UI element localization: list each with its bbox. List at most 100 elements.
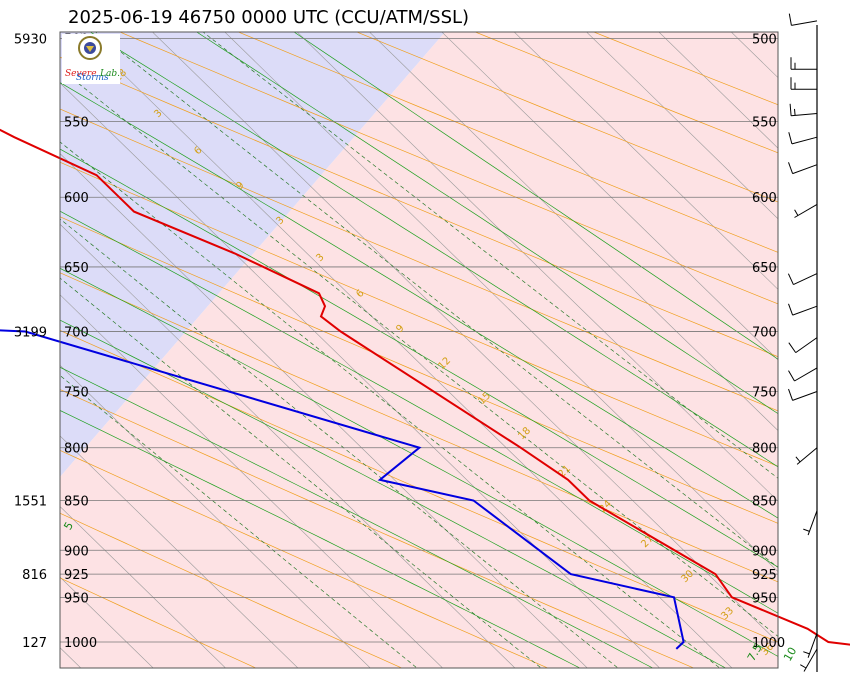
mixing-ratio-lines bbox=[60, 32, 778, 668]
pressure-label-left: 750 bbox=[64, 386, 89, 401]
mixing-ratio-line bbox=[60, 374, 418, 668]
wind-barb-shaft bbox=[791, 20, 818, 26]
moist-adiabat-line bbox=[196, 32, 778, 415]
dry-adiabat-line bbox=[60, 108, 778, 412]
dry-adiabat-line bbox=[237, 32, 778, 253]
wind-barb bbox=[788, 367, 818, 382]
pressure-label-left: 650 bbox=[64, 261, 89, 276]
wind-barb bbox=[795, 447, 818, 465]
isotherm-line bbox=[79, 32, 733, 668]
logo-word-3: Lab. bbox=[99, 69, 120, 79]
height-labels: 5930 3199 1551 816 127 bbox=[14, 33, 47, 652]
logo-word-1: Severe bbox=[65, 69, 97, 79]
pressure-label-right: 800 bbox=[752, 442, 777, 457]
isotherm-line bbox=[513, 32, 778, 290]
isotherm-line bbox=[658, 32, 778, 149]
pressure-label-left: 850 bbox=[64, 495, 89, 510]
pressure-label-right: 750 bbox=[752, 386, 777, 401]
mixing-ratio-line bbox=[60, 68, 778, 637]
wind-barb-flag bbox=[788, 13, 792, 26]
wind-barb bbox=[790, 77, 818, 90]
wind-barb-shaft bbox=[794, 204, 818, 218]
dry-adiabat-line bbox=[60, 272, 778, 583]
isotherm-line bbox=[441, 32, 778, 361]
isotherm-line bbox=[60, 294, 444, 668]
pressure-label-right: 550 bbox=[752, 115, 777, 130]
moist-adiabat-line bbox=[60, 366, 654, 668]
isotherm-line bbox=[60, 82, 661, 668]
wind-barb-shaft bbox=[791, 113, 818, 117]
moist-adiabat-line bbox=[60, 82, 778, 519]
wind-barb-shaft bbox=[793, 273, 818, 286]
moist-adiabats bbox=[60, 32, 778, 668]
wind-barb-half-flag bbox=[800, 664, 807, 669]
mixing-ratio-line bbox=[60, 218, 619, 668]
wind-barb-flag bbox=[789, 103, 792, 116]
wind-barb-half-flag bbox=[803, 528, 810, 532]
isotherm-label: 10 bbox=[781, 645, 799, 664]
dry-adiabat-line bbox=[60, 389, 695, 668]
pressure-label-right: 650 bbox=[752, 261, 777, 276]
height-label: 127 bbox=[22, 636, 47, 651]
dry-adiabat-line bbox=[355, 32, 778, 203]
dry-adiabat-line bbox=[60, 330, 778, 643]
dry-adiabat-line bbox=[60, 56, 778, 358]
wind-barb-flag bbox=[788, 132, 793, 145]
isotherm-line bbox=[827, 0, 850, 676]
dry-adiabat-line bbox=[60, 577, 257, 668]
wind-barb-half-flag bbox=[794, 209, 799, 216]
pressure-label-left: 550 bbox=[64, 115, 89, 130]
chart-title: 2025-06-19 46750 0000 UTC (CCU/ATM/SSL) bbox=[68, 7, 469, 28]
isotherm-line bbox=[60, 223, 516, 668]
isotherm-line bbox=[60, 364, 371, 668]
pressure-label-left: 900 bbox=[64, 544, 89, 559]
wind-barb-shaft bbox=[792, 391, 818, 401]
wind-barb bbox=[788, 162, 818, 175]
wind-barb bbox=[788, 303, 818, 316]
wind-barb bbox=[803, 510, 818, 536]
pressure-label-left: 800 bbox=[64, 442, 89, 457]
pressure-label-left: 925 bbox=[64, 568, 89, 583]
pressure-label-left: 600 bbox=[64, 191, 89, 206]
height-label: 5930 bbox=[14, 33, 47, 48]
wind-barb-shaft bbox=[791, 136, 818, 145]
isotherm-line bbox=[60, 506, 226, 668]
moist-adiabat-line bbox=[89, 32, 778, 468]
wind-barb-half-flag bbox=[795, 456, 801, 463]
moist-adiabat-line bbox=[60, 319, 727, 668]
temperature-line bbox=[0, 128, 850, 646]
dewpoint-line bbox=[0, 329, 685, 650]
wind-barb bbox=[788, 388, 818, 401]
wind-barb bbox=[788, 132, 818, 145]
wind-barb-flag bbox=[788, 162, 794, 174]
logo-seal-emblem-icon bbox=[86, 46, 94, 52]
wind-barb bbox=[794, 204, 818, 218]
wind-barb-shaft bbox=[792, 305, 818, 316]
wind-barb bbox=[803, 633, 818, 658]
mixing-ratio-line bbox=[60, 277, 542, 668]
pressure-label-right: 600 bbox=[752, 191, 777, 206]
dry-adiabat-line bbox=[60, 216, 778, 524]
wind-barb-shaft bbox=[803, 648, 818, 672]
wind-barb-half-flag bbox=[803, 651, 810, 655]
dry-adiabats bbox=[60, 32, 778, 668]
pressure-label-right: 925 bbox=[752, 568, 777, 583]
plot-frame bbox=[59, 31, 779, 669]
wind-barb bbox=[788, 13, 818, 26]
isotherms bbox=[60, 0, 850, 676]
wind-barb-shaft bbox=[795, 337, 818, 354]
pressure-label-right: 850 bbox=[752, 495, 777, 510]
moist-adiabat-line bbox=[60, 210, 778, 614]
wind-barb-shaft bbox=[794, 367, 818, 382]
pressure-label-left: 950 bbox=[64, 591, 89, 606]
wind-barb bbox=[790, 57, 818, 70]
pressure-label-left: 700 bbox=[64, 325, 89, 340]
isotherm-line bbox=[60, 153, 588, 668]
isotherm-line bbox=[296, 32, 778, 502]
dry-adiabat-line bbox=[60, 450, 549, 668]
wind-barb-flag bbox=[787, 273, 794, 285]
dry-adiabat-line bbox=[474, 32, 778, 154]
isotherm-line bbox=[369, 32, 778, 431]
wind-barb-flag bbox=[788, 370, 795, 382]
